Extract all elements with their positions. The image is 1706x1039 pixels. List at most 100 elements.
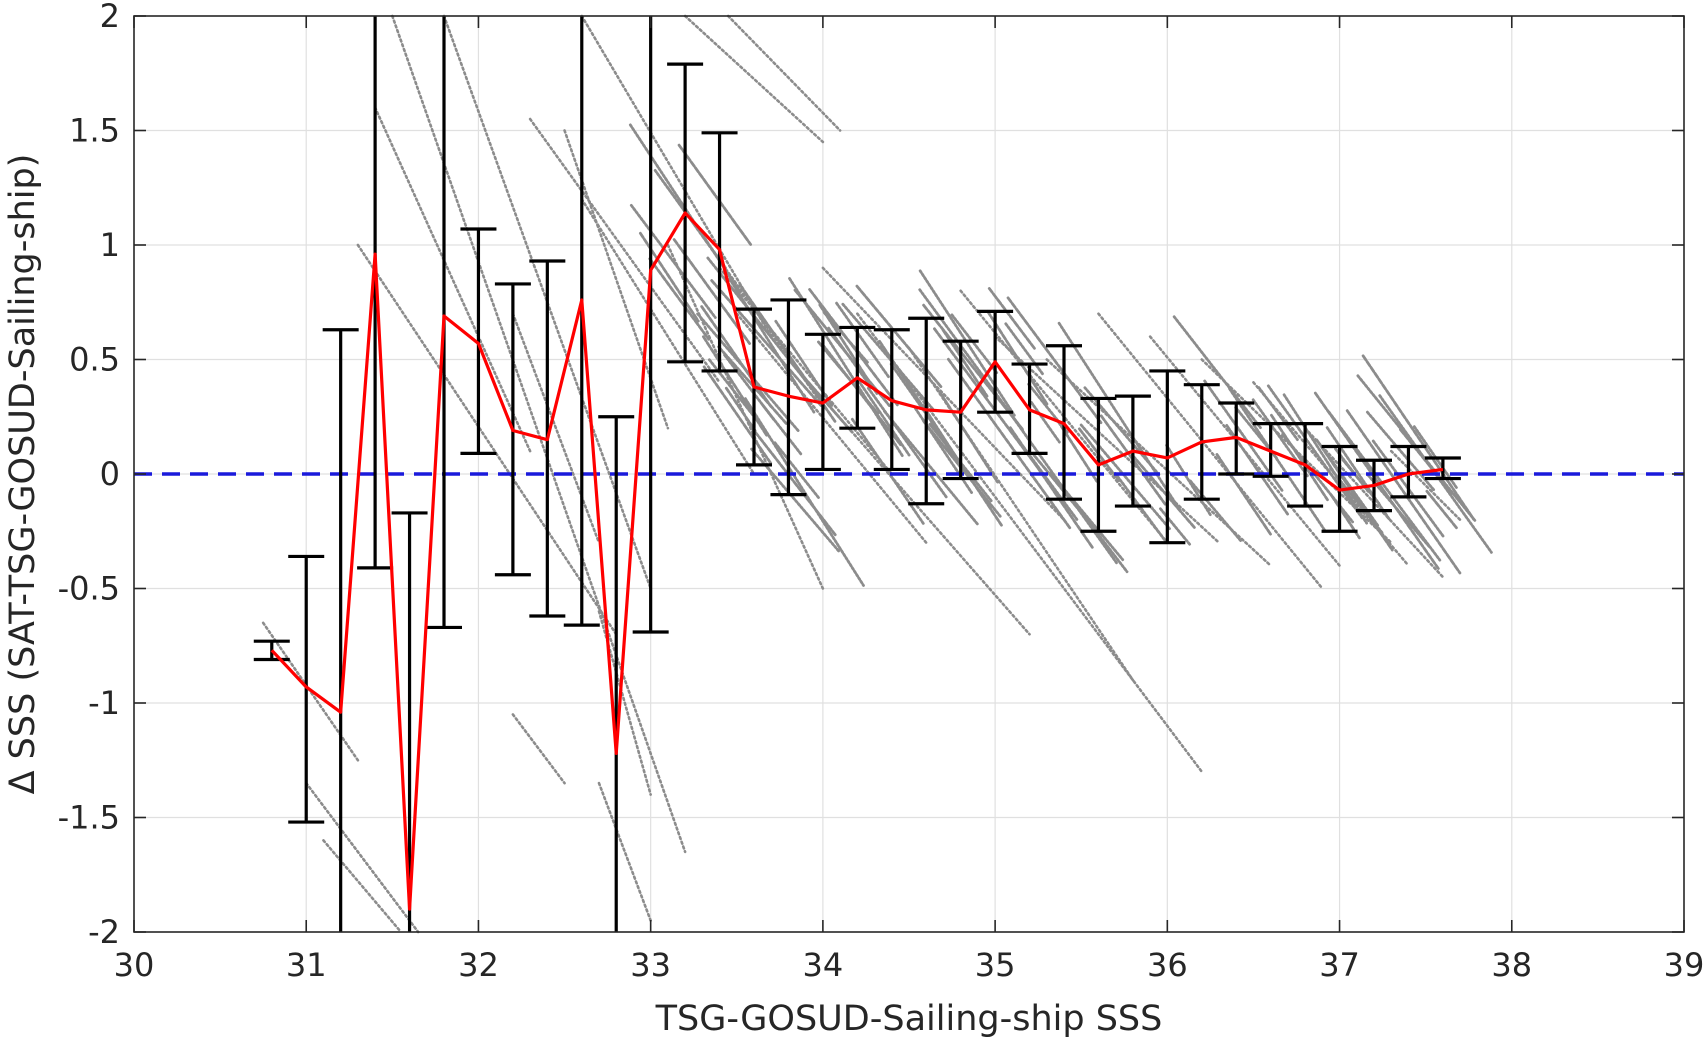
scatter-streak	[1130, 453, 1196, 529]
scatter-streak	[677, 143, 753, 246]
error-bar	[357, 16, 394, 570]
error-bar	[460, 227, 497, 455]
x-tick-label: 32	[458, 946, 499, 984]
error-bar	[598, 415, 635, 932]
error-bar	[391, 511, 428, 932]
scatter-streak	[850, 417, 925, 525]
scatter-streak	[889, 362, 927, 414]
scatter-streak	[1114, 472, 1169, 546]
scatter-streak	[1188, 479, 1243, 544]
scatter-streak	[1361, 354, 1476, 521]
scatter-streak	[629, 203, 717, 319]
scatter-streak	[728, 277, 816, 414]
scatter-streak	[821, 266, 1066, 522]
scatter-streak	[922, 419, 1003, 520]
error-bar	[253, 639, 290, 662]
scatter-streak	[1032, 453, 1101, 536]
y-axis-ticks: -2 -1.5 -1 -0.5 0 0.5 1 1.5 2	[58, 0, 1684, 951]
scatter-streak	[683, 14, 825, 144]
scatter-streak	[1159, 507, 1192, 546]
x-axis-label: TSG-GOSUD-Sailing-ship SSS	[655, 999, 1163, 1039]
scatter-streak	[724, 386, 757, 433]
scatter-streak	[710, 279, 823, 408]
scatter-streak	[841, 302, 936, 412]
error-bar	[1424, 456, 1461, 481]
x-tick-label: 37	[1319, 946, 1360, 984]
x-tick-label: 30	[114, 946, 155, 984]
scatter-streak	[1006, 296, 1103, 425]
scatter-streak	[1148, 335, 1341, 567]
scatter-streak	[304, 781, 420, 934]
scatter-streak	[356, 243, 618, 636]
scatter-streak	[986, 309, 1050, 407]
scatter-streak	[773, 441, 821, 500]
scatter-streak	[950, 313, 999, 375]
y-tick-label: -1.5	[58, 799, 120, 837]
x-tick-label: 35	[975, 946, 1016, 984]
scatter-streak	[735, 312, 928, 545]
scatter-streak	[672, 238, 752, 345]
scatter-streak	[1165, 443, 1212, 517]
scatter-streak	[1345, 409, 1462, 575]
x-tick-label: 34	[803, 946, 844, 984]
scatter-streak	[918, 288, 1025, 432]
scatter-streak	[580, 14, 773, 338]
x-axis-ticks: 30 31 32 33 34 35 36 37 38 39	[114, 16, 1704, 984]
scatter-streak	[1325, 426, 1391, 521]
scatter-streak	[1004, 322, 1046, 377]
scatter-streak	[322, 839, 403, 934]
scatter-streak	[511, 713, 566, 785]
y-axis-label: Δ SSS (SAT-TSG-GOSUD-Sailing-ship)	[3, 154, 43, 795]
scatter-streak	[1057, 321, 1182, 512]
scatter-streak	[808, 288, 900, 408]
scatter-streak	[666, 243, 825, 590]
x-tick-label: 33	[630, 946, 671, 984]
y-tick-label: -1	[88, 684, 120, 722]
y-tick-label: 1.5	[69, 112, 120, 150]
scatter-streak	[1008, 426, 1094, 549]
scatter-streak	[835, 301, 891, 379]
scatter-streak	[1045, 358, 1272, 567]
error-bar	[288, 554, 325, 824]
scatter-streak	[373, 106, 532, 453]
scatter-streak	[528, 117, 721, 384]
scatter-streak	[511, 312, 601, 545]
scatter-streak	[1270, 413, 1329, 502]
scatter-streak	[1172, 315, 1262, 430]
scatter-streak	[987, 287, 1037, 351]
scatter-streak	[793, 288, 891, 408]
error-bar	[322, 328, 359, 932]
scatter-streak	[993, 335, 1221, 545]
x-tick-label: 38	[1491, 946, 1532, 984]
scatter-streak	[883, 409, 980, 527]
x-tick-label: 31	[286, 946, 327, 984]
error-bar	[1390, 444, 1427, 499]
y-tick-label: -2	[88, 913, 120, 951]
scatter-streak	[1030, 401, 1061, 444]
y-tick-label: -0.5	[58, 570, 120, 608]
scatter-streak	[918, 269, 1016, 417]
scatter-streak	[701, 335, 769, 438]
scatter-streak	[702, 365, 773, 466]
mean-line	[270, 211, 1444, 911]
scatter-streak	[718, 266, 894, 476]
scatter-streak	[597, 781, 652, 922]
scatter-streak	[1097, 312, 1324, 590]
y-tick-label: 0.5	[69, 341, 120, 379]
y-tick-label: 0	[100, 455, 120, 493]
scatter-streak	[1266, 384, 1364, 520]
scatter-streak	[749, 425, 837, 537]
scatter-streak	[580, 197, 756, 476]
scatter-streak	[866, 386, 948, 499]
y-tick-label: 2	[100, 0, 120, 35]
scatter-streak	[648, 257, 711, 341]
scatter-streak	[761, 403, 803, 456]
scatter-streak	[1399, 428, 1454, 495]
error-bar	[632, 16, 669, 634]
scatter-streak	[1365, 410, 1437, 493]
scatter-streak	[938, 390, 999, 484]
mean-line-layer	[270, 211, 1444, 911]
scatter-streak	[1389, 449, 1462, 522]
x-tick-label: 36	[1147, 946, 1188, 984]
